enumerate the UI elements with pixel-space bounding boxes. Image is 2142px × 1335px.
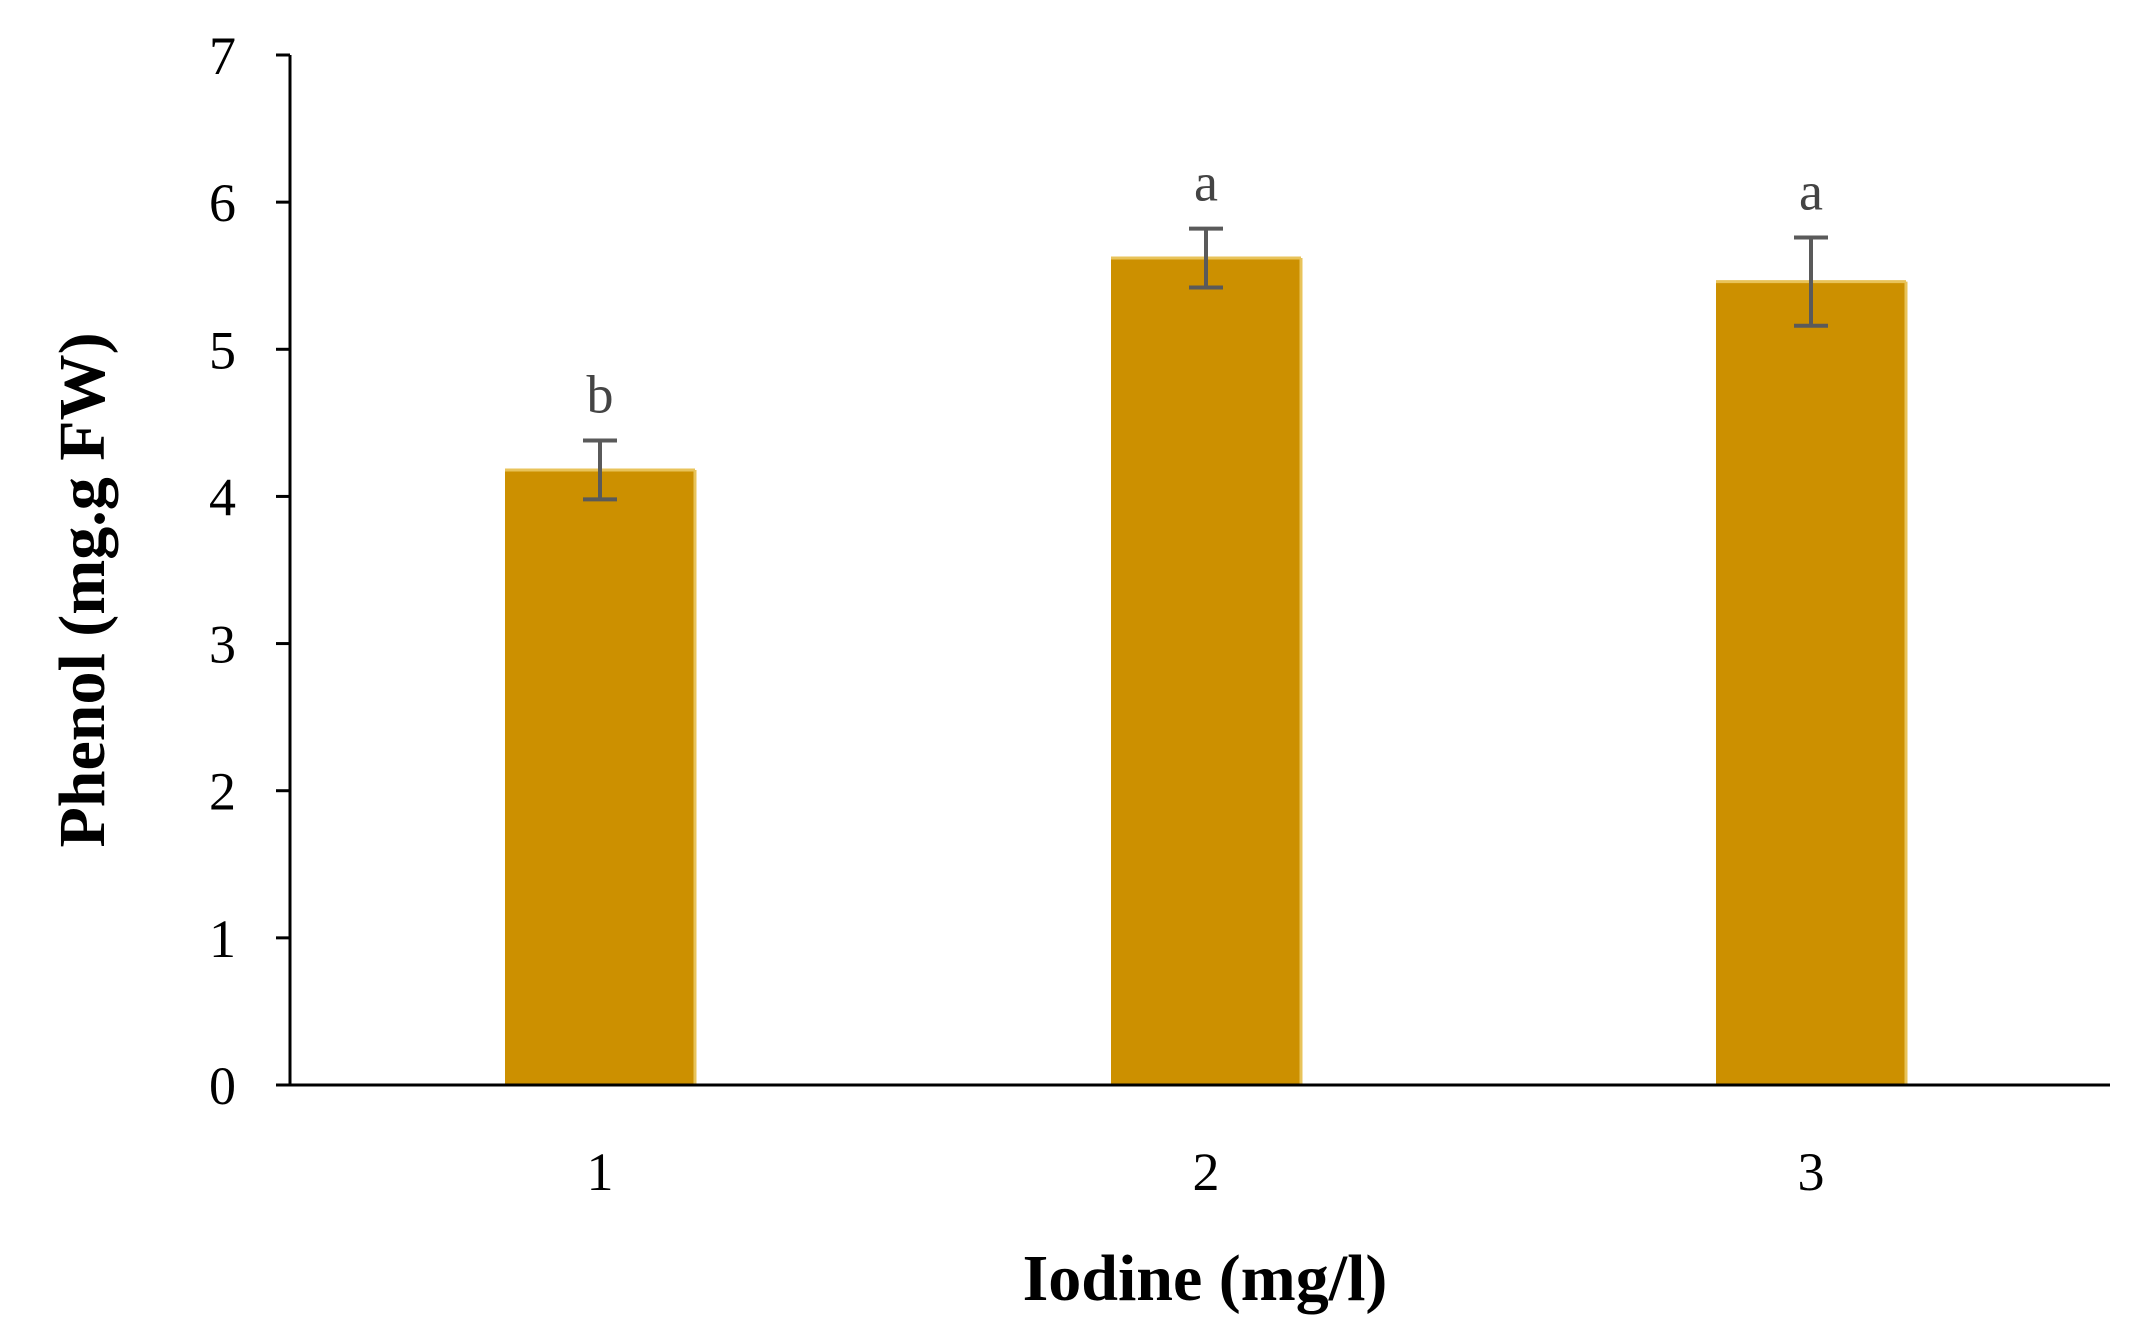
y-tick-label: 3 [209, 615, 236, 675]
error-bars-layer [583, 226, 1828, 502]
x-tick-label: 3 [1798, 1142, 1825, 1202]
y-ticks-layer: 0 1 2 3 4 5 6 7 [209, 26, 290, 1116]
significance-labels-layer: b a a [587, 153, 1824, 425]
x-tick-label: 1 [587, 1142, 614, 1202]
bar [505, 469, 695, 1085]
significance-label: a [1799, 161, 1823, 221]
bar [1716, 281, 1906, 1086]
axes-layer [278, 55, 2110, 1087]
y-tick-label: 1 [209, 909, 236, 969]
x-tick-label: 2 [1193, 1142, 1220, 1202]
x-axis-title: Iodine (mg/l) [1023, 1242, 1388, 1315]
y-tick-label: 4 [209, 467, 236, 527]
y-tick-label: 6 [209, 173, 236, 233]
x-ticks-layer: 1 2 3 [587, 1142, 1825, 1202]
y-axis-title: Phenol (mg.g FW) [46, 332, 119, 847]
y-tick-label: 5 [209, 320, 236, 380]
y-tick-label: 2 [209, 762, 236, 822]
y-tick-label: 0 [209, 1056, 236, 1116]
bars-layer [505, 256, 1908, 1086]
significance-label: a [1194, 153, 1218, 213]
y-tick-label: 7 [209, 26, 236, 86]
bar [1111, 258, 1301, 1085]
significance-label: b [587, 365, 614, 425]
